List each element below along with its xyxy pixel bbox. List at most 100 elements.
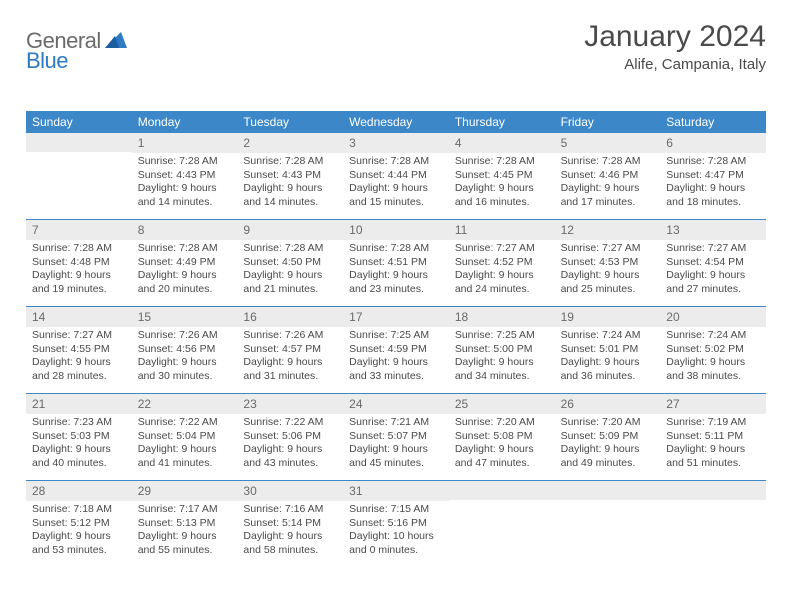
sunset-text: Sunset: 4:49 PM [138,256,232,270]
daylight-line2: and 21 minutes. [243,283,337,297]
daylight-line2: and 15 minutes. [349,196,443,210]
day-number [555,481,661,500]
day-number: 28 [26,481,132,501]
day-cell: 21Sunrise: 7:23 AMSunset: 5:03 PMDayligh… [26,394,132,480]
day-cell: 6Sunrise: 7:28 AMSunset: 4:47 PMDaylight… [660,133,766,219]
day-cell: 12Sunrise: 7:27 AMSunset: 4:53 PMDayligh… [555,220,661,306]
day-cell: 19Sunrise: 7:24 AMSunset: 5:01 PMDayligh… [555,307,661,393]
sunset-text: Sunset: 4:46 PM [561,169,655,183]
sunrise-text: Sunrise: 7:20 AM [455,416,549,430]
sunset-text: Sunset: 4:56 PM [138,343,232,357]
day-body: Sunrise: 7:26 AMSunset: 4:57 PMDaylight:… [237,327,343,388]
day-body: Sunrise: 7:25 AMSunset: 5:00 PMDaylight:… [449,327,555,388]
day-header-tue: Tuesday [237,111,343,133]
sunrise-text: Sunrise: 7:26 AM [138,329,232,343]
day-body: Sunrise: 7:16 AMSunset: 5:14 PMDaylight:… [237,501,343,562]
sunrise-text: Sunrise: 7:25 AM [455,329,549,343]
daylight-line1: Daylight: 9 hours [32,269,126,283]
day-number: 1 [132,133,238,153]
sunrise-text: Sunrise: 7:27 AM [666,242,760,256]
daylight-line2: and 16 minutes. [455,196,549,210]
sunset-text: Sunset: 4:48 PM [32,256,126,270]
day-cell: 17Sunrise: 7:25 AMSunset: 4:59 PMDayligh… [343,307,449,393]
day-header-row: Sunday Monday Tuesday Wednesday Thursday… [26,111,766,133]
daylight-line1: Daylight: 9 hours [561,356,655,370]
daylight-line1: Daylight: 9 hours [455,182,549,196]
day-cell: 15Sunrise: 7:26 AMSunset: 4:56 PMDayligh… [132,307,238,393]
day-number: 10 [343,220,449,240]
daylight-line1: Daylight: 9 hours [243,530,337,544]
day-number: 18 [449,307,555,327]
sunrise-text: Sunrise: 7:25 AM [349,329,443,343]
sunset-text: Sunset: 4:50 PM [243,256,337,270]
day-number: 6 [660,133,766,153]
day-number: 26 [555,394,661,414]
day-number: 11 [449,220,555,240]
sunrise-text: Sunrise: 7:28 AM [666,155,760,169]
day-number [26,133,132,152]
header: General January 2024 Alife, Campania, It… [26,20,766,73]
day-body: Sunrise: 7:23 AMSunset: 5:03 PMDaylight:… [26,414,132,475]
daylight-line1: Daylight: 9 hours [561,269,655,283]
day-number: 31 [343,481,449,501]
day-body: Sunrise: 7:26 AMSunset: 4:56 PMDaylight:… [132,327,238,388]
sunset-text: Sunset: 4:45 PM [455,169,549,183]
daylight-line2: and 53 minutes. [32,544,126,558]
title-block: January 2024 Alife, Campania, Italy [584,20,766,73]
daylight-line2: and 47 minutes. [455,457,549,471]
day-body: Sunrise: 7:28 AMSunset: 4:46 PMDaylight:… [555,153,661,214]
daylight-line1: Daylight: 9 hours [243,443,337,457]
sunset-text: Sunset: 4:57 PM [243,343,337,357]
day-number: 29 [132,481,238,501]
daylight-line1: Daylight: 9 hours [138,530,232,544]
daylight-line2: and 28 minutes. [32,370,126,384]
sunrise-text: Sunrise: 7:15 AM [349,503,443,517]
sunset-text: Sunset: 4:55 PM [32,343,126,357]
day-body: Sunrise: 7:28 AMSunset: 4:50 PMDaylight:… [237,240,343,301]
sunrise-text: Sunrise: 7:17 AM [138,503,232,517]
sunset-text: Sunset: 5:12 PM [32,517,126,531]
week-row: 14Sunrise: 7:27 AMSunset: 4:55 PMDayligh… [26,307,766,394]
day-number: 25 [449,394,555,414]
daylight-line1: Daylight: 9 hours [243,269,337,283]
sunset-text: Sunset: 5:01 PM [561,343,655,357]
daylight-line2: and 18 minutes. [666,196,760,210]
day-body: Sunrise: 7:27 AMSunset: 4:52 PMDaylight:… [449,240,555,301]
day-body: Sunrise: 7:27 AMSunset: 4:55 PMDaylight:… [26,327,132,388]
day-cell: 22Sunrise: 7:22 AMSunset: 5:04 PMDayligh… [132,394,238,480]
weeks-container: 1Sunrise: 7:28 AMSunset: 4:43 PMDaylight… [26,133,766,567]
day-body: Sunrise: 7:28 AMSunset: 4:49 PMDaylight:… [132,240,238,301]
sunrise-text: Sunrise: 7:28 AM [138,155,232,169]
sunset-text: Sunset: 4:59 PM [349,343,443,357]
sunset-text: Sunset: 5:14 PM [243,517,337,531]
sunrise-text: Sunrise: 7:28 AM [349,242,443,256]
sunset-text: Sunset: 5:06 PM [243,430,337,444]
day-cell: 3Sunrise: 7:28 AMSunset: 4:44 PMDaylight… [343,133,449,219]
week-row: 7Sunrise: 7:28 AMSunset: 4:48 PMDaylight… [26,220,766,307]
sunset-text: Sunset: 5:07 PM [349,430,443,444]
daylight-line2: and 14 minutes. [138,196,232,210]
sunset-text: Sunset: 4:54 PM [666,256,760,270]
sunrise-text: Sunrise: 7:24 AM [561,329,655,343]
day-number: 15 [132,307,238,327]
day-number: 7 [26,220,132,240]
day-body: Sunrise: 7:25 AMSunset: 4:59 PMDaylight:… [343,327,449,388]
sunset-text: Sunset: 4:53 PM [561,256,655,270]
day-cell: 31Sunrise: 7:15 AMSunset: 5:16 PMDayligh… [343,481,449,567]
daylight-line2: and 55 minutes. [138,544,232,558]
day-number: 22 [132,394,238,414]
day-header-mon: Monday [132,111,238,133]
day-cell [660,481,766,567]
sunset-text: Sunset: 5:11 PM [666,430,760,444]
month-title: January 2024 [584,20,766,54]
daylight-line2: and 51 minutes. [666,457,760,471]
day-body: Sunrise: 7:20 AMSunset: 5:08 PMDaylight:… [449,414,555,475]
day-number: 13 [660,220,766,240]
sunset-text: Sunset: 5:09 PM [561,430,655,444]
day-body: Sunrise: 7:19 AMSunset: 5:11 PMDaylight:… [660,414,766,475]
daylight-line2: and 20 minutes. [138,283,232,297]
daylight-line1: Daylight: 9 hours [349,443,443,457]
day-cell: 25Sunrise: 7:20 AMSunset: 5:08 PMDayligh… [449,394,555,480]
sunset-text: Sunset: 5:13 PM [138,517,232,531]
day-number: 14 [26,307,132,327]
